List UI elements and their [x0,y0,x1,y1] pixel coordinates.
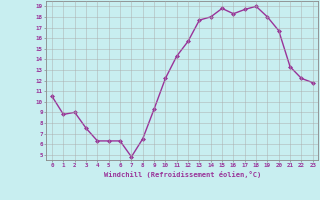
X-axis label: Windchill (Refroidissement éolien,°C): Windchill (Refroidissement éolien,°C) [104,171,261,178]
